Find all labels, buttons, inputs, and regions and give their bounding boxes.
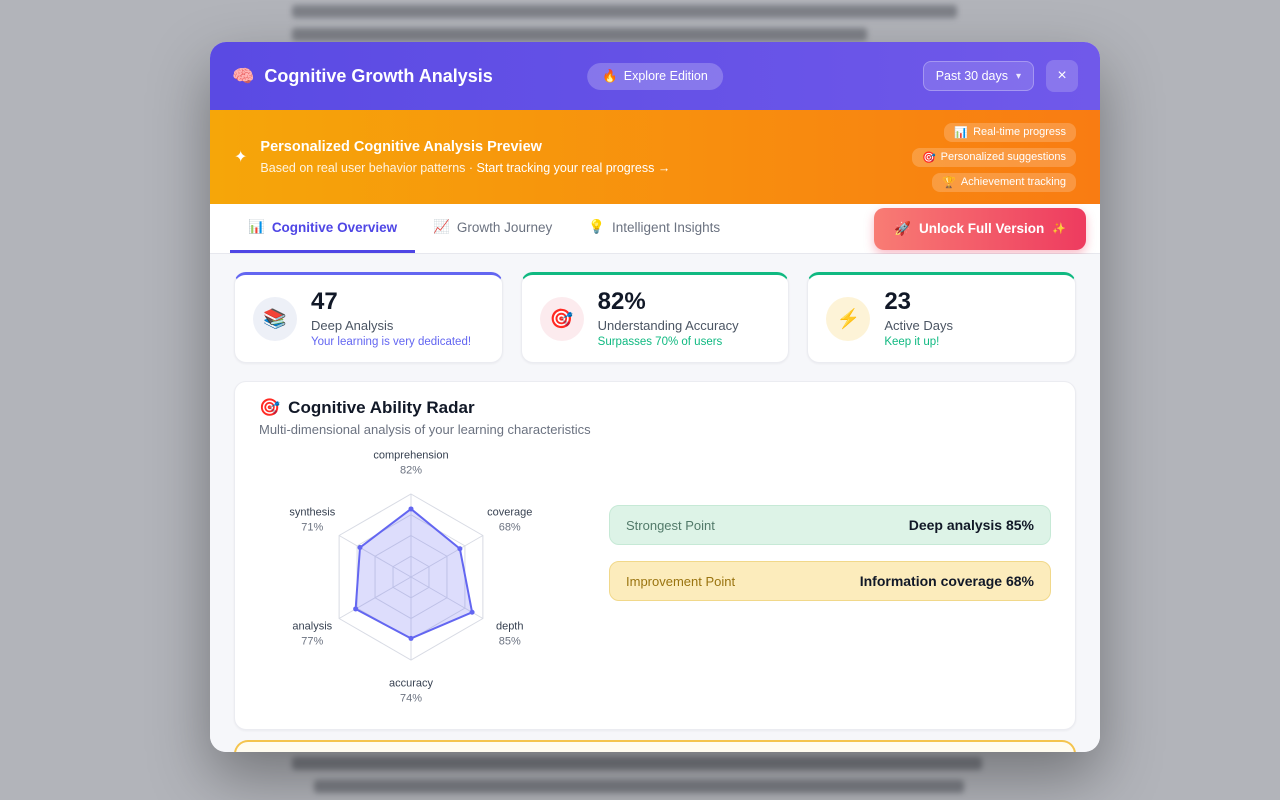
- stat-note: Your learning is very dedicated!: [311, 336, 472, 349]
- strongest-point-value: Deep analysis 85%: [908, 517, 1034, 534]
- promo-subtitle-text: Based on real user behavior patterns ·: [260, 161, 477, 175]
- stat-card-deep-analysis: 📚 47 Deep Analysis Your learning is very…: [234, 272, 503, 364]
- radar-card-body: comprehension 82% coverage 68% depth 85% accur…: [259, 445, 1051, 713]
- lightning-icon: ⚡: [826, 296, 871, 341]
- stat-card-understanding-accuracy: 🎯 82% Understanding Accuracy Surpasses 7…: [520, 272, 790, 364]
- feature-pill-label: Achievement tracking: [960, 176, 1066, 188]
- target-icon: 🎯: [259, 398, 281, 418]
- modal-title-text: Cognitive Growth Analysis: [264, 65, 493, 86]
- cognitive-growth-modal: 🧠 Cognitive Growth Analysis 🔥 Explore Ed…: [210, 42, 1100, 752]
- bulb-icon: 💡: [588, 219, 606, 234]
- stat-label: Understanding Accuracy: [597, 318, 739, 334]
- close-icon: ×: [1057, 67, 1067, 84]
- radar-card-title-text: Cognitive Ability Radar: [288, 398, 475, 418]
- radar-svg: [338, 493, 484, 661]
- blurred-text-line: [292, 757, 982, 770]
- strongest-point-row: Strongest Point Deep analysis 85%: [609, 505, 1051, 546]
- brain-icon: 🧠: [232, 65, 255, 86]
- strongest-point-label: Strongest Point: [626, 517, 715, 533]
- stat-value: 23: [884, 288, 912, 315]
- stat-value: 82%: [597, 288, 646, 315]
- close-button[interactable]: ×: [1046, 60, 1078, 92]
- promo-subtitle: Based on real user behavior patterns · S…: [260, 161, 670, 175]
- promo-text: Personalized Cognitive Analysis Preview …: [260, 139, 670, 175]
- radar-axis-label: analysis 77%: [292, 621, 333, 648]
- improvement-point-row: Improvement Point Information coverage 6…: [609, 561, 1051, 602]
- improvement-point-value: Information coverage 68%: [859, 573, 1034, 590]
- cognitive-ability-radar-card: 🎯 Cognitive Ability Radar Multi-dimensio…: [234, 381, 1076, 731]
- radar-chart: comprehension 82% coverage 68% depth 85% accur…: [259, 445, 569, 713]
- stat-note: Surpasses 70% of users: [597, 336, 723, 349]
- chevron-down-icon: ▾: [1015, 70, 1021, 82]
- tab-label: Cognitive Overview: [271, 219, 398, 235]
- blurred-text-line: [292, 28, 867, 41]
- modal-title: 🧠 Cognitive Growth Analysis: [232, 66, 493, 87]
- target-icon: 🎯: [921, 151, 936, 164]
- stat-text: 82% Understanding Accuracy Surpasses 70%…: [597, 288, 739, 349]
- radar-axis-label: comprehension 82%: [373, 450, 449, 477]
- tab-cognitive-overview[interactable]: 📊 Cognitive Overview: [230, 204, 416, 253]
- blurred-text-line: [314, 780, 964, 793]
- chart-icon: 📊: [954, 126, 969, 139]
- books-icon: 📚: [253, 296, 297, 341]
- start-tracking-link[interactable]: Start tracking your real progress →: [476, 161, 671, 175]
- tab-growth-journey[interactable]: 📈 Growth Journey: [415, 204, 570, 253]
- blurred-text-line: [292, 5, 957, 18]
- stat-text: 23 Active Days Keep it up!: [884, 288, 953, 349]
- stats-row: 📚 47 Deep Analysis Your learning is very…: [234, 272, 1076, 364]
- date-range-value: Past 30 days: [935, 69, 1008, 83]
- unlock-label: Unlock Full Version: [919, 221, 1045, 236]
- next-section-card-cutoff: [234, 740, 1076, 752]
- radar-axis-label: coverage 68%: [487, 507, 533, 534]
- promo-feature-pills: 📊 Real-time progress 🎯 Personalized sugg…: [911, 122, 1076, 192]
- trophy-icon: 🏆: [942, 176, 956, 189]
- stat-label: Active Days: [884, 318, 953, 334]
- stat-label: Deep Analysis: [311, 318, 394, 334]
- sparkles-icon: ✨: [1052, 223, 1066, 235]
- feature-pill-label: Personalized suggestions: [940, 151, 1066, 163]
- radar-card-title: 🎯 Cognitive Ability Radar: [259, 398, 1051, 418]
- stat-card-active-days: ⚡ 23 Active Days Keep it up!: [807, 272, 1076, 364]
- fire-icon: 🔥: [602, 68, 618, 83]
- radar-axis-label: depth 85%: [495, 621, 524, 648]
- tab-label: Growth Journey: [456, 219, 553, 235]
- stat-value: 47: [311, 288, 338, 315]
- tab-intelligent-insights[interactable]: 💡 Intelligent Insights: [570, 204, 738, 253]
- target-icon: 🎯: [539, 296, 584, 341]
- stat-note: Keep it up!: [884, 336, 940, 349]
- feature-pill-label: Real-time progress: [973, 126, 1066, 138]
- header-controls: Past 30 days ▾ ×: [922, 60, 1078, 92]
- modal-content: 📚 47 Deep Analysis Your learning is very…: [210, 254, 1100, 752]
- improvement-point-label: Improvement Point: [626, 573, 736, 589]
- tab-label: Intelligent Insights: [612, 219, 721, 235]
- feature-pill-suggestions: 🎯 Personalized suggestions: [911, 147, 1076, 167]
- feature-pill-realtime: 📊 Real-time progress: [944, 122, 1076, 142]
- stat-text: 47 Deep Analysis Your learning is very d…: [311, 288, 472, 349]
- rocket-icon: 🚀: [894, 220, 912, 236]
- date-range-select[interactable]: Past 30 days ▾: [922, 61, 1034, 91]
- sparkle-icon: ✦: [234, 149, 248, 166]
- explore-edition-badge: 🔥 Explore Edition: [587, 62, 723, 90]
- key-points: Strongest Point Deep analysis 85% Improv…: [609, 505, 1051, 713]
- bar-chart-icon: 📊: [248, 219, 265, 234]
- radar-axis-label: synthesis 71%: [289, 507, 336, 534]
- feature-pill-achievement: 🏆 Achievement tracking: [932, 172, 1076, 192]
- promo-title: Personalized Cognitive Analysis Preview: [260, 139, 542, 155]
- explore-edition-label: Explore Edition: [623, 69, 708, 83]
- radar-card-subtitle: Multi-dimensional analysis of your learn…: [259, 422, 591, 438]
- modal-header: 🧠 Cognitive Growth Analysis 🔥 Explore Ed…: [210, 42, 1100, 110]
- tab-bar: 📊 Cognitive Overview 📈 Growth Journey 💡 …: [210, 204, 1100, 254]
- unlock-full-version-button[interactable]: 🚀 Unlock Full Version ✨: [874, 207, 1086, 250]
- radar-axis-label: accuracy 74%: [388, 678, 434, 705]
- line-chart-icon: 📈: [433, 219, 450, 234]
- promo-banner: ✦ Personalized Cognitive Analysis Previe…: [210, 110, 1100, 204]
